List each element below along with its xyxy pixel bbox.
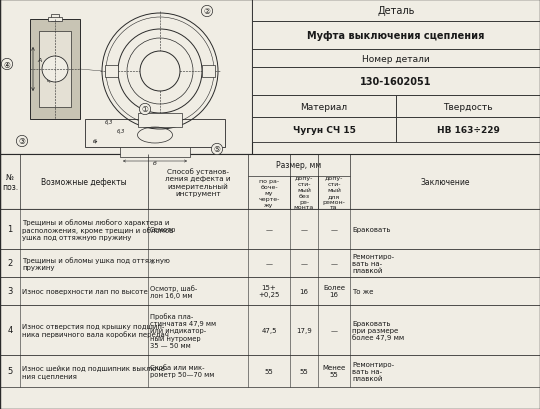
- Circle shape: [140, 52, 180, 92]
- Text: Более
16: Более 16: [323, 285, 345, 298]
- Text: Номер детали: Номер детали: [362, 54, 430, 63]
- Text: Трещины и обломы любого характера и
расположения, кроме трещин и обломов
ушка по: Трещины и обломы любого характера и расп…: [22, 218, 173, 240]
- Text: Ремонтиро-
вать на-
плавкой: Ремонтиро- вать на- плавкой: [352, 361, 394, 381]
- Text: —: —: [300, 227, 307, 232]
- Text: То же: То же: [352, 288, 373, 294]
- Text: Муфта выключения сцепления: Муфта выключения сцепления: [307, 31, 485, 41]
- Bar: [0, 0, 252, 155]
- Text: ④: ④: [4, 61, 10, 70]
- Text: А: А: [37, 58, 41, 63]
- Text: Браковать: Браковать: [352, 227, 390, 232]
- Bar: [0, 209, 540, 249]
- Bar: [252, 68, 540, 96]
- Text: 6,3: 6,3: [105, 120, 113, 125]
- Text: —: —: [330, 227, 338, 232]
- Bar: [0, 155, 540, 209]
- Text: Размер, мм: Размер, мм: [276, 161, 322, 170]
- Text: б: б: [93, 139, 97, 144]
- Text: 2: 2: [8, 259, 12, 268]
- Text: Деталь: Деталь: [377, 6, 415, 16]
- Text: 6,3: 6,3: [47, 78, 56, 83]
- Text: ⑤: ⑤: [213, 145, 220, 154]
- Text: Износ поверхности лап по высоте: Износ поверхности лап по высоте: [22, 288, 148, 294]
- Text: ②: ②: [204, 7, 211, 16]
- Text: №
поз.: № поз.: [2, 172, 18, 192]
- Text: Пробка пла-
стинчатая 47,9 мм
или индикатор-
ный нутромер
35 — 50 мм: Пробка пла- стинчатая 47,9 мм или индика…: [150, 312, 216, 348]
- Bar: [252, 118, 396, 143]
- Text: НВ 163÷229: НВ 163÷229: [436, 126, 500, 135]
- Text: ③: ③: [18, 137, 25, 146]
- Text: Браковать
при размере
более 47,9 мм: Браковать при размере более 47,9 мм: [352, 320, 404, 341]
- Text: Ремонтиро-
вать на-
плавкой: Ремонтиро- вать на- плавкой: [352, 254, 394, 273]
- Bar: [51, 15, 59, 22]
- Bar: [39, 32, 71, 108]
- Text: 4: 4: [8, 326, 12, 335]
- Bar: [252, 22, 540, 50]
- Text: допу-
сти-
мый
без
ре-
монта: допу- сти- мый без ре- монта: [294, 176, 314, 210]
- Text: —: —: [330, 327, 338, 333]
- Bar: [0, 249, 540, 277]
- Text: допу-
сти-
мый
для
ремон-
та: допу- сти- мый для ремон- та: [322, 176, 346, 210]
- Text: Возможные дефекты: Возможные дефекты: [41, 178, 127, 187]
- Text: —: —: [266, 227, 273, 232]
- Text: 1: 1: [8, 225, 12, 234]
- Text: 55: 55: [300, 368, 308, 374]
- Bar: [30, 20, 80, 120]
- Text: Трещины и обломы ушка под оттяжную
пружину: Трещины и обломы ушка под оттяжную пружи…: [22, 256, 170, 270]
- Bar: [105, 66, 118, 78]
- Bar: [138, 114, 182, 128]
- Text: б: б: [153, 161, 157, 166]
- Bar: [0, 155, 540, 209]
- Text: Материал: Материал: [300, 102, 348, 111]
- Text: 3: 3: [8, 287, 12, 296]
- Bar: [0, 277, 540, 305]
- Bar: [396, 96, 540, 118]
- Bar: [202, 66, 215, 78]
- Text: Осмотр: Осмотр: [150, 227, 177, 232]
- Text: по ра-
боче-
му
черте-
жу: по ра- боче- му черте- жу: [258, 179, 280, 207]
- Text: ": ": [150, 261, 153, 266]
- Bar: [120, 148, 190, 157]
- Circle shape: [42, 57, 68, 83]
- Text: Заключение: Заключение: [420, 178, 470, 187]
- Text: 47,5: 47,5: [261, 327, 277, 333]
- Text: —: —: [300, 261, 307, 266]
- Text: 55: 55: [265, 368, 273, 374]
- Text: —: —: [330, 261, 338, 266]
- Text: Менее
55: Менее 55: [322, 364, 346, 378]
- Bar: [252, 96, 396, 118]
- Text: 6,3: 6,3: [117, 129, 125, 134]
- Text: Осмотр, шаб-
лон 16,0 мм: Осмотр, шаб- лон 16,0 мм: [150, 284, 197, 298]
- Text: 16: 16: [300, 288, 308, 294]
- Text: 17,9: 17,9: [296, 327, 312, 333]
- Text: —: —: [266, 261, 273, 266]
- Text: Износ шейки под подшипник выключе-
ния сцепления: Износ шейки под подшипник выключе- ния с…: [22, 364, 167, 378]
- Bar: [85, 120, 225, 148]
- Bar: [396, 118, 540, 143]
- Bar: [0, 355, 540, 387]
- Text: Чугун СЧ 15: Чугун СЧ 15: [293, 126, 355, 135]
- Bar: [252, 50, 540, 68]
- Text: 5: 5: [8, 366, 12, 375]
- Text: Способ установ-
ления дефекта и
измерительный
инструмент: Способ установ- ления дефекта и измерите…: [165, 168, 231, 196]
- Bar: [48, 18, 62, 22]
- Text: 130-1602051: 130-1602051: [360, 77, 432, 87]
- Bar: [252, 0, 540, 22]
- Text: Твердость: Твердость: [443, 102, 493, 111]
- Text: ①: ①: [141, 105, 149, 114]
- Bar: [0, 305, 540, 355]
- Text: Износ отверстия под крышку подшип-
ника первичного вала коробки передач: Износ отверстия под крышку подшип- ника …: [22, 323, 169, 337]
- Text: 15+
+0,25: 15+ +0,25: [258, 285, 280, 298]
- Text: Скоба или мик-
рометр 50—70 мм: Скоба или мик- рометр 50—70 мм: [150, 364, 214, 378]
